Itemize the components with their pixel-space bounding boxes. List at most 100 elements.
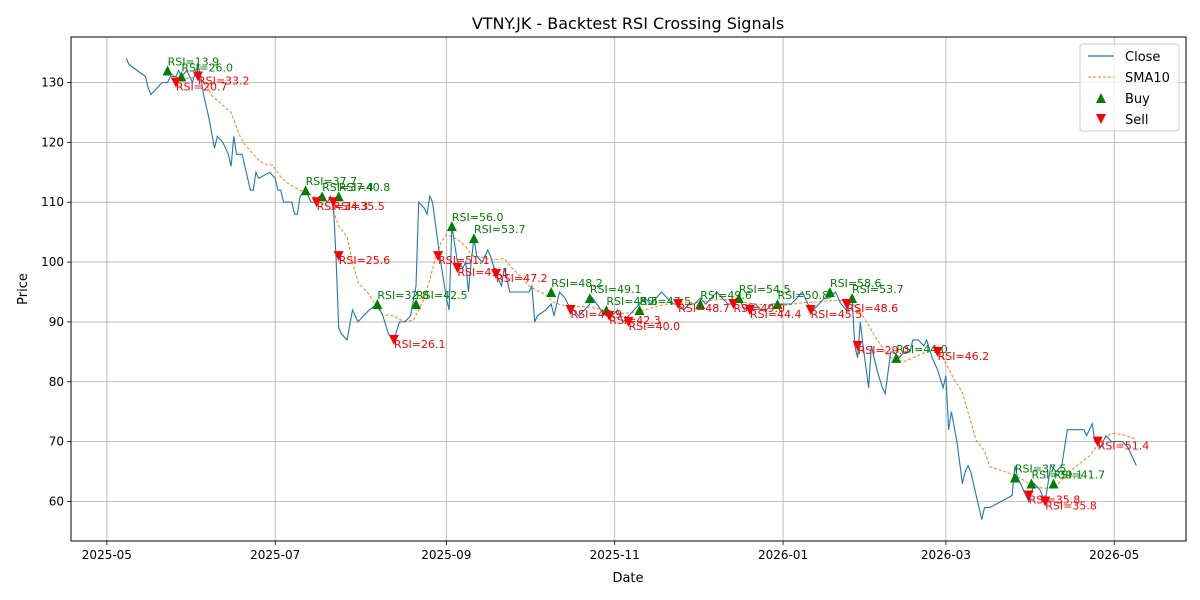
buy-rsi-label: RSI=13.9 bbox=[168, 56, 220, 69]
buy-marker bbox=[1026, 478, 1037, 489]
buy-rsi-label: RSI=53.7 bbox=[852, 283, 904, 296]
legend-box bbox=[1079, 43, 1180, 132]
sell-marker bbox=[841, 298, 852, 309]
buy-marker bbox=[372, 298, 383, 309]
close-series bbox=[125, 58, 1137, 520]
x-tick-label: 2025-05 bbox=[82, 548, 132, 562]
sell-rsi-label: RSI=35.8 bbox=[1045, 499, 1097, 512]
sell-marker bbox=[170, 77, 181, 88]
sell-marker bbox=[388, 334, 399, 345]
buy-rsi-label: RSI=37.7 bbox=[306, 175, 358, 188]
y-tick-label: 120 bbox=[41, 135, 64, 149]
buy-rsi-label: RSI=37.5 bbox=[1015, 463, 1067, 476]
sell-rsi-label: RSI=46.2 bbox=[938, 350, 990, 363]
sell-marker bbox=[604, 310, 615, 321]
sell-rsi-label: RSI=44.4 bbox=[750, 308, 802, 321]
y-tick-label: 130 bbox=[41, 75, 64, 89]
sell-rsi-label: RSI=34.3 bbox=[317, 200, 369, 213]
sell-rsi-label: RSI=47.2 bbox=[496, 272, 548, 285]
sell-rsi-label: RSI=40.0 bbox=[629, 320, 681, 333]
buy-rsi-label: RSI=42.5 bbox=[416, 289, 468, 302]
buy-marker bbox=[410, 298, 421, 309]
sell-rsi-label: RSI=48.7 bbox=[678, 302, 730, 315]
sell-marker bbox=[433, 251, 444, 262]
buy-rsi-label: RSI=45.5 bbox=[606, 295, 658, 308]
sell-rsi-label: RSI=42.3 bbox=[609, 314, 661, 327]
sell-rsi-label: RSI=48.6 bbox=[847, 302, 899, 315]
sell-marker bbox=[452, 263, 463, 274]
sell-marker bbox=[728, 298, 739, 309]
sell-rsi-label: RSI=51.4 bbox=[1098, 440, 1150, 453]
buy-marker bbox=[446, 221, 457, 232]
sell-marker bbox=[1092, 436, 1103, 447]
legend-buy-label: Buy bbox=[1125, 92, 1150, 107]
plot-frame bbox=[70, 36, 1187, 542]
buy-marker bbox=[300, 185, 311, 196]
x-tick-label: 2026-01 bbox=[758, 548, 808, 562]
x-axis-label: Date bbox=[612, 571, 643, 586]
buy-rsi-label: RSI=49.1 bbox=[590, 283, 642, 296]
sell-rsi-label: RSI=51.1 bbox=[438, 254, 490, 267]
legend-sell-label: Sell bbox=[1125, 113, 1148, 128]
y-axis-label: Price bbox=[16, 273, 31, 305]
buy-marker bbox=[1048, 478, 1059, 489]
buy-rsi-label: RSI=56.0 bbox=[452, 211, 504, 224]
sell-marker bbox=[805, 304, 816, 315]
legend-sell-marker bbox=[1096, 114, 1106, 124]
y-tick-label: 80 bbox=[49, 375, 64, 389]
sell-marker bbox=[192, 71, 203, 82]
sell-marker bbox=[491, 269, 502, 280]
buy-rsi-label: RSI=41.7 bbox=[1054, 469, 1106, 482]
sell-marker bbox=[852, 340, 863, 351]
chart-title: VTNY.JK - Backtest RSI Crossing Signals bbox=[472, 14, 784, 33]
x-tick-label: 2025-07 bbox=[250, 548, 300, 562]
buy-rsi-label: RSI=37.4 bbox=[322, 181, 374, 194]
legend: Close SMA10 Buy Sell bbox=[1079, 43, 1180, 132]
legend-sma-label: SMA10 bbox=[1125, 71, 1170, 86]
buy-rsi-label: RSI=32.8 bbox=[377, 289, 429, 302]
buy-marker bbox=[1009, 472, 1020, 483]
sell-marker bbox=[1040, 496, 1051, 507]
x-tick-label: 2026-05 bbox=[1089, 548, 1139, 562]
x-tick-label: 2025-11 bbox=[590, 548, 640, 562]
sell-marker bbox=[333, 251, 344, 262]
axis-ticks: 2025-05 2025-07 2025-09 2025-11 2026-01 2026-… bbox=[41, 75, 1139, 562]
sell-rsi-label: RSI=33.2 bbox=[198, 75, 250, 88]
buy-marker bbox=[634, 304, 645, 315]
y-tick-label: 100 bbox=[41, 255, 64, 269]
buy-marker bbox=[546, 286, 557, 297]
sell-marker bbox=[328, 197, 339, 208]
sell-marker bbox=[565, 304, 576, 315]
buy-marker bbox=[468, 233, 479, 244]
buy-rsi-label: RSI=50.8 bbox=[778, 289, 830, 302]
sell-marker bbox=[623, 316, 634, 327]
buy-rsi-label: RSI=40.8 bbox=[339, 181, 391, 194]
buy-marker bbox=[584, 292, 595, 303]
y-tick-label: 60 bbox=[49, 494, 64, 508]
buy-marker bbox=[772, 298, 783, 309]
y-tick-label: 70 bbox=[49, 435, 64, 449]
buy-marker bbox=[824, 286, 835, 297]
buy-rsi-label: RSI=58.6 bbox=[830, 277, 882, 290]
close-line bbox=[125, 58, 1137, 520]
y-tick-label: 90 bbox=[49, 315, 64, 329]
sell-rsi-label: RSI=25.6 bbox=[339, 254, 391, 267]
sell-rsi-label: RSI=35.5 bbox=[333, 200, 385, 213]
buy-rsi-label: RSI=39.1 bbox=[1031, 469, 1083, 482]
sell-marker bbox=[932, 346, 943, 357]
buy-marker bbox=[891, 352, 902, 363]
legend-close-label: Close bbox=[1125, 50, 1160, 65]
sell-marker bbox=[673, 298, 684, 309]
sell-marker bbox=[311, 197, 322, 208]
x-tick-label: 2025-09 bbox=[421, 548, 471, 562]
sell-marker bbox=[744, 304, 755, 315]
buy-rsi-label: RSI=48.2 bbox=[551, 277, 603, 290]
buy-marker bbox=[162, 65, 173, 76]
x-tick-label: 2026-03 bbox=[921, 548, 971, 562]
sell-rsi-label: RSI=29.0 bbox=[858, 344, 910, 357]
buy-marker bbox=[695, 298, 706, 309]
buy-rsi-label: RSI=26.0 bbox=[181, 62, 233, 75]
